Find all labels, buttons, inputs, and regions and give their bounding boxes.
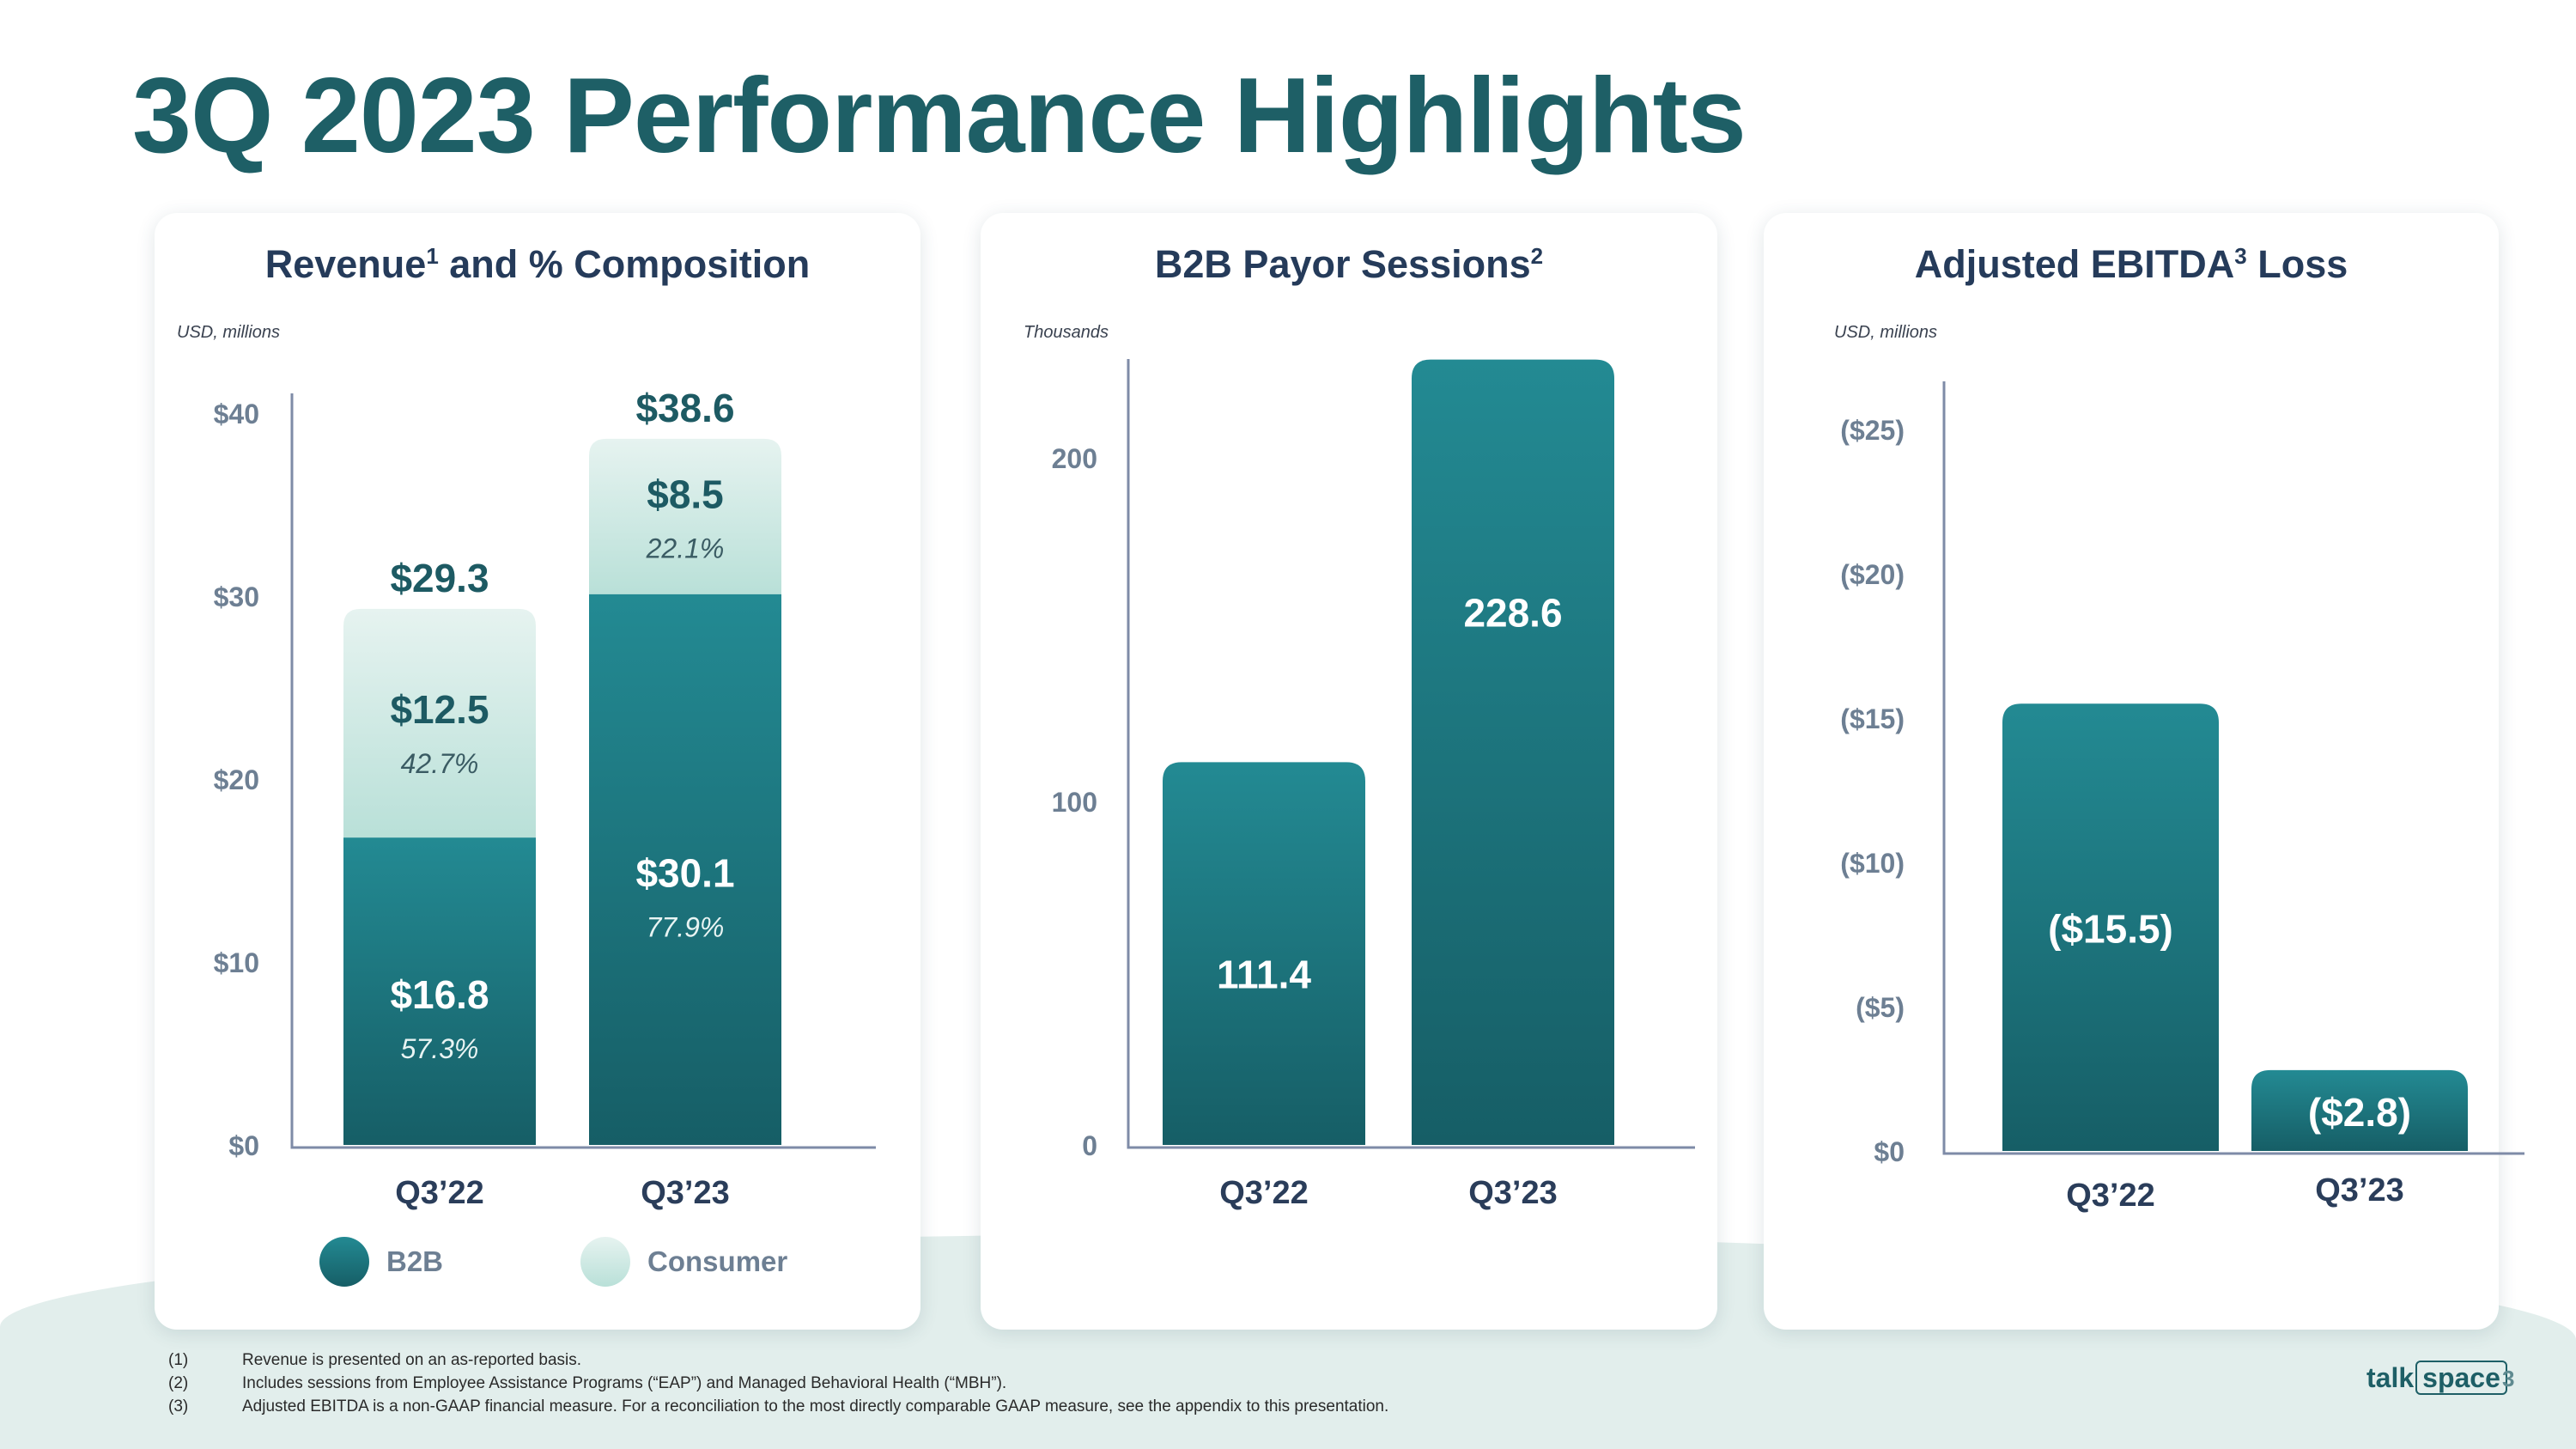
unit-label: USD, millions: [177, 323, 281, 342]
bar-consumer: [343, 608, 536, 838]
x-tick-label: Q3’22: [2066, 1178, 2155, 1214]
total-label: $29.3: [390, 556, 489, 600]
y-tick-label: $20: [214, 764, 259, 795]
footnotes: (1) Revenue is presented on an as-reporte…: [168, 1349, 1388, 1418]
y-tick-label: ($25): [1840, 415, 1905, 446]
legend-label-consumer: Consumer: [647, 1245, 788, 1277]
data-label: $8.5: [647, 472, 724, 516]
data-label: 111.4: [1217, 952, 1311, 996]
y-tick-label: 200: [1052, 443, 1097, 474]
bar: [1412, 359, 1614, 1146]
footnote: (2) Includes sessions from Employee Assis…: [168, 1374, 1007, 1392]
data-label: $12.5: [390, 687, 489, 732]
total-label: $38.6: [635, 386, 734, 430]
y-tick-label: $30: [214, 581, 259, 612]
y-tick-label: ($15): [1840, 703, 1905, 734]
bar-b2b: [589, 594, 781, 1145]
y-tick-label: $10: [214, 947, 259, 978]
y-tick-label: ($20): [1840, 559, 1905, 590]
revenue-chart: $0 $10 $20 $30 $40 $16.8 57.3% $12.5 42.7% $29.3 Q…: [214, 386, 876, 1211]
page-title: 3Q 2023 Performance Highlights: [132, 57, 1747, 175]
sessions-chart: 0 100 200 111.4 Q3’22 228.6 Q3’23: [1052, 359, 1695, 1211]
data-label: ($2.8): [2308, 1090, 2411, 1135]
legend-swatch-consumer: [580, 1237, 631, 1287]
brand-logo: talk space: [2366, 1361, 2507, 1395]
legend-label-b2b: B2B: [386, 1245, 444, 1277]
pct-label: 22.1%: [646, 533, 725, 563]
sessions-card: B2B Payor Sessions2 Thousands 0 100 200 111…: [981, 213, 1717, 1330]
card-title: Revenue1 and % Composition: [264, 242, 811, 286]
x-tick-label: Q3’22: [395, 1175, 484, 1211]
y-axis: [1942, 381, 2524, 1155]
card-title: B2B Payor Sessions2: [1154, 242, 1544, 286]
y-tick-label: $0: [1874, 1136, 1905, 1167]
x-tick-label: Q3’23: [1468, 1175, 1558, 1211]
y-tick-label: 100: [1052, 787, 1097, 818]
pct-label: 77.9%: [647, 911, 725, 942]
y-tick-label: 0: [1082, 1130, 1097, 1161]
bar: [2251, 1069, 2468, 1151]
x-tick-label: Q3’22: [1219, 1175, 1309, 1211]
footnote: (3) Adjusted EBITDA is a non-GAAP financi…: [168, 1397, 1389, 1416]
y-tick-label: $40: [214, 399, 259, 429]
x-tick-label: Q3’23: [2315, 1172, 2404, 1209]
bar-b2b: [343, 837, 536, 1145]
y-axis: [1127, 359, 1695, 1149]
y-tick-label: ($10): [1840, 848, 1905, 879]
y-tick-label: $0: [228, 1130, 259, 1161]
ebitda-chart: $0 ($5) ($10) ($15) ($20) ($25) ($15.5) Q3’22 ($…: [1840, 381, 2524, 1214]
legend: B2B Consumer: [319, 1237, 787, 1287]
data-label: ($15.5): [2048, 907, 2173, 952]
data-label: $16.8: [390, 972, 489, 1017]
x-tick-label: Q3’23: [641, 1175, 730, 1211]
y-tick-label: ($5): [1856, 992, 1905, 1023]
ebitda-card: Adjusted EBITDA3 Loss USD, millions $0 ($…: [1764, 213, 2524, 1330]
bar: [2002, 703, 2219, 1151]
bar: [1163, 762, 1365, 1145]
pct-label: 57.3%: [401, 1033, 479, 1064]
pct-label: 42.7%: [401, 748, 479, 779]
y-axis: [290, 393, 876, 1149]
card-title: Adjusted EBITDA3 Loss: [1914, 242, 2348, 286]
page-number: 3: [2502, 1366, 2515, 1391]
data-label: $30.1: [635, 850, 734, 895]
footnote: (1) Revenue is presented on an as-reporte…: [168, 1351, 582, 1369]
unit-label: USD, millions: [1834, 323, 1938, 342]
data-label: 228.6: [1463, 591, 1562, 636]
legend-swatch-b2b: [319, 1237, 369, 1287]
bar-consumer: [589, 438, 781, 594]
revenue-card: Revenue1 and % Composition USD, millions…: [155, 213, 920, 1330]
unit-label: Thousands: [1024, 323, 1109, 342]
